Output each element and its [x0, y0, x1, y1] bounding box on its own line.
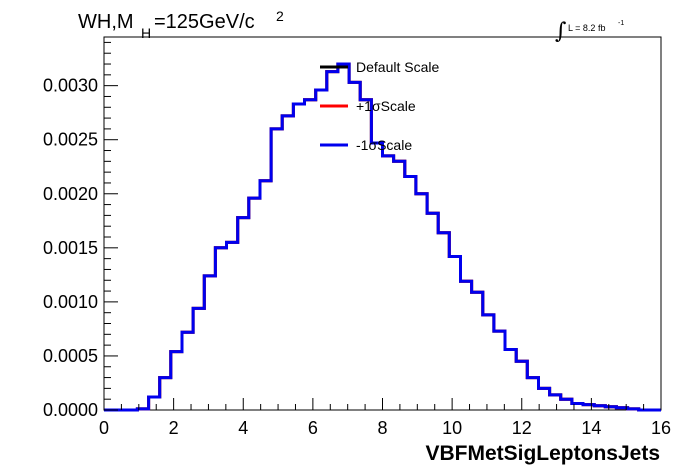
x-axis: 0 2 4 6 8 10 12 14 16 [99, 398, 671, 438]
x-tick-label: 14 [581, 418, 601, 438]
y-tick-label: 0.0025 [43, 130, 98, 150]
y-axis: 0.0000 0.0005 0.0010 0.0015 0.0020 0.0025 0.00… [43, 41, 118, 420]
y-tick-label: 0.0030 [43, 76, 98, 96]
y-tick-label: 0.0015 [43, 238, 98, 258]
title-superscript: 2 [276, 8, 284, 24]
x-tick-label: 12 [512, 418, 532, 438]
x-tick-label: 8 [377, 418, 387, 438]
lumi-superscript: -1 [618, 20, 624, 27]
legend: Default Scale +1σScale -1σScale [320, 59, 439, 153]
y-tick-label: 0.0020 [43, 184, 98, 204]
legend-label-1: +1σScale [356, 98, 416, 114]
title-prefix: WH,M [78, 11, 134, 33]
integral-symbol: ∫ [555, 19, 567, 44]
lumi-text: L = 8.2 fb [568, 23, 605, 33]
x-tick-label: 0 [99, 418, 109, 438]
chart-title: WH,M H =125GeV/c 2 [78, 8, 284, 41]
y-tick-label: 0.0000 [43, 400, 98, 420]
x-axis-title: VBFMetSigLeptonsJets [425, 442, 660, 465]
legend-label-2: -1σScale [356, 137, 412, 153]
y-tick-label: 0.0010 [43, 292, 98, 312]
series-layer [104, 62, 661, 412]
title-suffix: =125GeV/c [154, 11, 255, 33]
legend-label-0: Default Scale [356, 59, 439, 75]
title-subscript: H [141, 25, 151, 41]
luminosity-label: ∫ L = 8.2 fb -1 [555, 19, 624, 44]
x-tick-label: 4 [238, 418, 248, 438]
x-tick-label: 6 [308, 418, 318, 438]
x-tick-label: 2 [169, 418, 179, 438]
x-tick-label: 10 [442, 418, 462, 438]
x-tick-label: 16 [651, 418, 671, 438]
series-line-2 [104, 62, 661, 412]
y-tick-label: 0.0005 [43, 346, 98, 366]
